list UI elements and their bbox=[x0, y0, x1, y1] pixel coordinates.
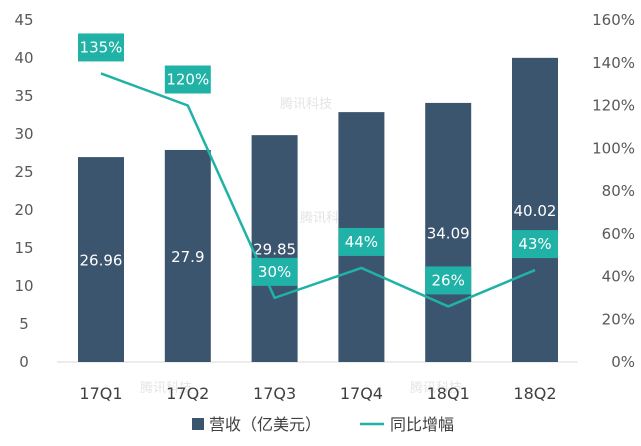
revenue-bar bbox=[251, 135, 298, 362]
growth-line-path bbox=[100, 72, 536, 308]
right-tick-label: 160% bbox=[592, 11, 635, 29]
growth-line: 135% 120% 30% 44% 26% 43% bbox=[78, 33, 558, 308]
right-axis: 0% 20% 40% 60% 80% 100% 120% 140% 160% bbox=[592, 11, 635, 371]
growth-label: 30% bbox=[258, 263, 291, 281]
growth-label-box bbox=[164, 65, 211, 94]
growth-label: 43% bbox=[518, 235, 551, 253]
category-label: 18Q1 bbox=[427, 384, 470, 403]
left-tick-label: 20 bbox=[14, 201, 33, 219]
category-label: 17Q3 bbox=[253, 384, 296, 403]
bar-value-label: 29.85 bbox=[253, 241, 296, 259]
bar-value-label: 34.09 bbox=[427, 224, 470, 242]
revenue-bar bbox=[425, 102, 472, 362]
left-tick-label: 0 bbox=[19, 353, 29, 371]
growth-label-box bbox=[512, 230, 558, 259]
right-tick-label: 120% bbox=[592, 97, 635, 115]
legend: 营收（亿美元） 同比增幅 bbox=[192, 415, 454, 434]
category-label: 17Q1 bbox=[79, 384, 122, 403]
left-tick-label: 40 bbox=[14, 49, 33, 67]
left-tick-label: 45 bbox=[14, 11, 33, 29]
watermark-text: 腾讯科技 bbox=[410, 380, 462, 396]
x-axis-labels: 17Q1 17Q2 17Q3 17Q4 18Q1 18Q2 bbox=[79, 384, 556, 403]
right-tick-label: 0% bbox=[611, 353, 635, 371]
growth-label: 120% bbox=[166, 71, 209, 89]
growth-label-box bbox=[338, 227, 385, 256]
right-tick-label: 20% bbox=[602, 310, 635, 328]
growth-label-box bbox=[251, 257, 298, 286]
legend-label-revenue: 营收（亿美元） bbox=[209, 415, 321, 434]
left-tick-label: 15 bbox=[14, 239, 33, 257]
right-tick-label: 40% bbox=[602, 268, 635, 286]
right-tick-label: 60% bbox=[602, 225, 635, 243]
left-tick-label: 5 bbox=[19, 315, 29, 333]
bar-value-label: 27.9 bbox=[171, 248, 204, 266]
revenue-bar bbox=[512, 57, 558, 363]
category-label: 18Q2 bbox=[513, 384, 556, 403]
growth-label: 44% bbox=[345, 233, 378, 251]
watermark-text: 腾讯科技 bbox=[280, 96, 332, 112]
growth-label-box bbox=[78, 33, 124, 62]
revenue-bar bbox=[78, 157, 124, 362]
watermark-text: 腾讯科技 bbox=[140, 380, 192, 396]
left-tick-label: 35 bbox=[14, 87, 33, 105]
category-label: 17Q2 bbox=[166, 384, 209, 403]
left-axis: 0 5 10 15 20 25 30 35 40 45 bbox=[14, 11, 33, 371]
left-tick-label: 10 bbox=[14, 277, 33, 295]
growth-label-box bbox=[425, 266, 472, 295]
growth-label: 26% bbox=[432, 271, 465, 289]
bar-value-label: 26.96 bbox=[80, 252, 123, 270]
left-tick-label: 25 bbox=[14, 163, 33, 181]
growth-label: 135% bbox=[80, 38, 123, 56]
revenue-bar bbox=[164, 149, 211, 362]
category-label: 17Q4 bbox=[340, 384, 383, 403]
right-tick-label: 80% bbox=[602, 182, 635, 200]
right-tick-label: 140% bbox=[592, 54, 635, 72]
legend-label-growth: 同比增幅 bbox=[390, 415, 454, 434]
legend-swatch-revenue bbox=[192, 418, 204, 430]
left-tick-label: 30 bbox=[14, 125, 33, 143]
bar-value-label: 40.02 bbox=[514, 202, 557, 220]
right-tick-label: 100% bbox=[592, 139, 635, 157]
